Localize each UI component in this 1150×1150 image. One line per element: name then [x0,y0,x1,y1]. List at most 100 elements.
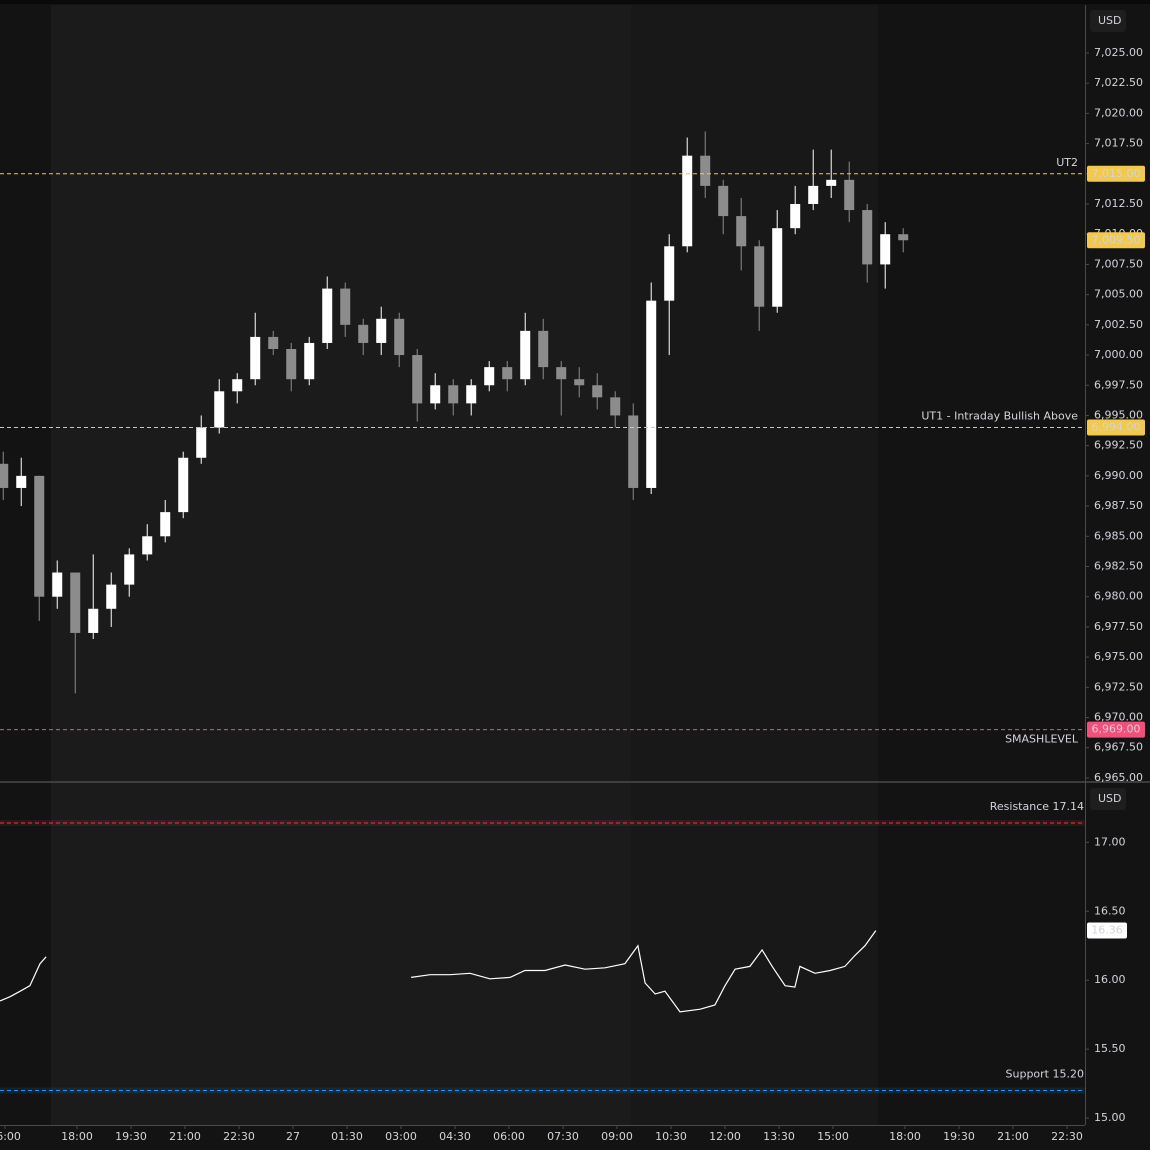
x-tick-label: 27 [286,1130,300,1143]
x-tick-label: 16:00 [0,1130,21,1143]
y-tick-label: 15.50 [1094,1042,1126,1055]
plot-area [0,131,909,694]
candle-body [448,385,459,404]
candle-body [160,512,171,537]
candle-body [412,355,423,404]
currency-box [1090,10,1126,32]
candle-body [808,185,819,205]
y-tick-label: 6,990.00 [1094,469,1143,482]
x-tick-label: 22:30 [223,1130,255,1143]
pane: 6,965.00 6,967.50 6,970.00 6,972.50 6,975.00… [0,10,1145,784]
y-tick-label: 6,970.00 [1094,711,1143,724]
y-tick-label: 6,987.50 [1094,499,1143,512]
x-tick-label: 10:30 [655,1130,687,1143]
x-tick-label: 04:30 [439,1130,471,1143]
y-tick-label: 6,985.00 [1094,529,1143,542]
candle-body [232,379,243,392]
session-bands [51,5,878,1125]
y-tick-label: 7,017.50 [1094,137,1143,150]
last-price-tag [1087,232,1145,249]
candle-body [124,554,135,585]
candle-body [322,288,333,343]
x-tick-label: 09:00 [601,1130,633,1143]
candle-body [772,228,783,307]
last-price-label: 7,009.50 [1092,233,1141,246]
candle-body [88,608,99,633]
y-tick-label: 6,982.50 [1094,559,1143,572]
candle-body [880,234,891,265]
y-tick-label: 6,977.50 [1094,620,1143,633]
candle-body [664,246,675,301]
candle-body [70,572,81,633]
x-tick-label: 07:30 [547,1130,579,1143]
candle-body [358,324,369,343]
x-tick-label: 22:30 [1051,1130,1083,1143]
level-tag [1087,419,1145,436]
level-name: UT2 [1056,156,1078,169]
candle-body [16,475,27,488]
candle-body [106,584,117,609]
last-price-label: 16.36 [1091,924,1123,937]
y-tick-label: 7,012.50 [1094,197,1143,210]
x-tick-label: 19:30 [115,1130,147,1143]
x-tick-label: 03:00 [385,1130,417,1143]
candle-body [574,379,585,386]
level-tag-label: 6,994.00 [1092,421,1141,434]
y-tick-label: 7,022.50 [1094,76,1143,89]
level-band [0,1087,1085,1094]
candle-body [682,155,693,247]
y-tick-label: 16.50 [1094,904,1126,917]
candle-body [394,318,405,356]
level-tag [1087,721,1145,738]
candle-body [484,367,495,386]
y-tick-label: 6,992.50 [1094,439,1143,452]
candle-body [646,300,657,488]
candle-body [898,234,909,241]
y-tick-label: 6,965.00 [1094,771,1143,784]
candle-body [556,367,567,380]
candle-body [304,342,315,380]
x-tick-label: 01:30 [331,1130,363,1143]
candle-body [700,155,711,186]
top-bar [0,0,1150,4]
candle-body [376,318,387,343]
plot-area [0,930,877,1013]
level-name: UT1 - Intraday Bullish Above [921,410,1078,423]
candle-body [34,475,45,597]
x-tick-label: 18:00 [61,1130,93,1143]
candle-body [340,288,351,325]
candle-body [142,536,153,555]
x-tick-label: 06:00 [493,1130,525,1143]
currency: USD [1098,14,1122,27]
candle-body [790,204,801,229]
y-tick-label: 15.00 [1094,1111,1126,1124]
y-tick-label: 7,000.00 [1094,348,1143,361]
candle-body [466,385,477,404]
x-tick-label: 18:00 [889,1130,921,1143]
candle-body [502,367,513,380]
line-series [0,930,877,1013]
y-tick-label: 7,002.50 [1094,318,1143,331]
pane: 15.00 15.50 16.00 16.50 17.00 USD Resistance 1… [0,788,1127,1143]
candle-body [862,210,873,265]
y-tick-label: 7,005.00 [1094,288,1143,301]
x-tick-label: 15:00 [817,1130,849,1143]
candle-body [718,185,729,217]
level-tag [1087,165,1145,182]
y-tick-label: 6,967.50 [1094,741,1143,754]
level-label: Resistance 17.14 [990,800,1084,813]
level-name: SMASHLEVEL [1005,733,1079,746]
candle-body [196,427,207,458]
level-tag-label: 6,969.00 [1092,723,1141,736]
candle-body [826,179,837,186]
candle-body [178,457,189,513]
x-tick-label: 19:30 [943,1130,975,1143]
candle-body [0,463,9,488]
y-tick-label: 16.00 [1094,973,1126,986]
candle-body [736,216,747,247]
candle-body [592,385,603,398]
y-tick-label: 7,007.50 [1094,257,1143,270]
x-tick-label: 12:00 [709,1130,741,1143]
